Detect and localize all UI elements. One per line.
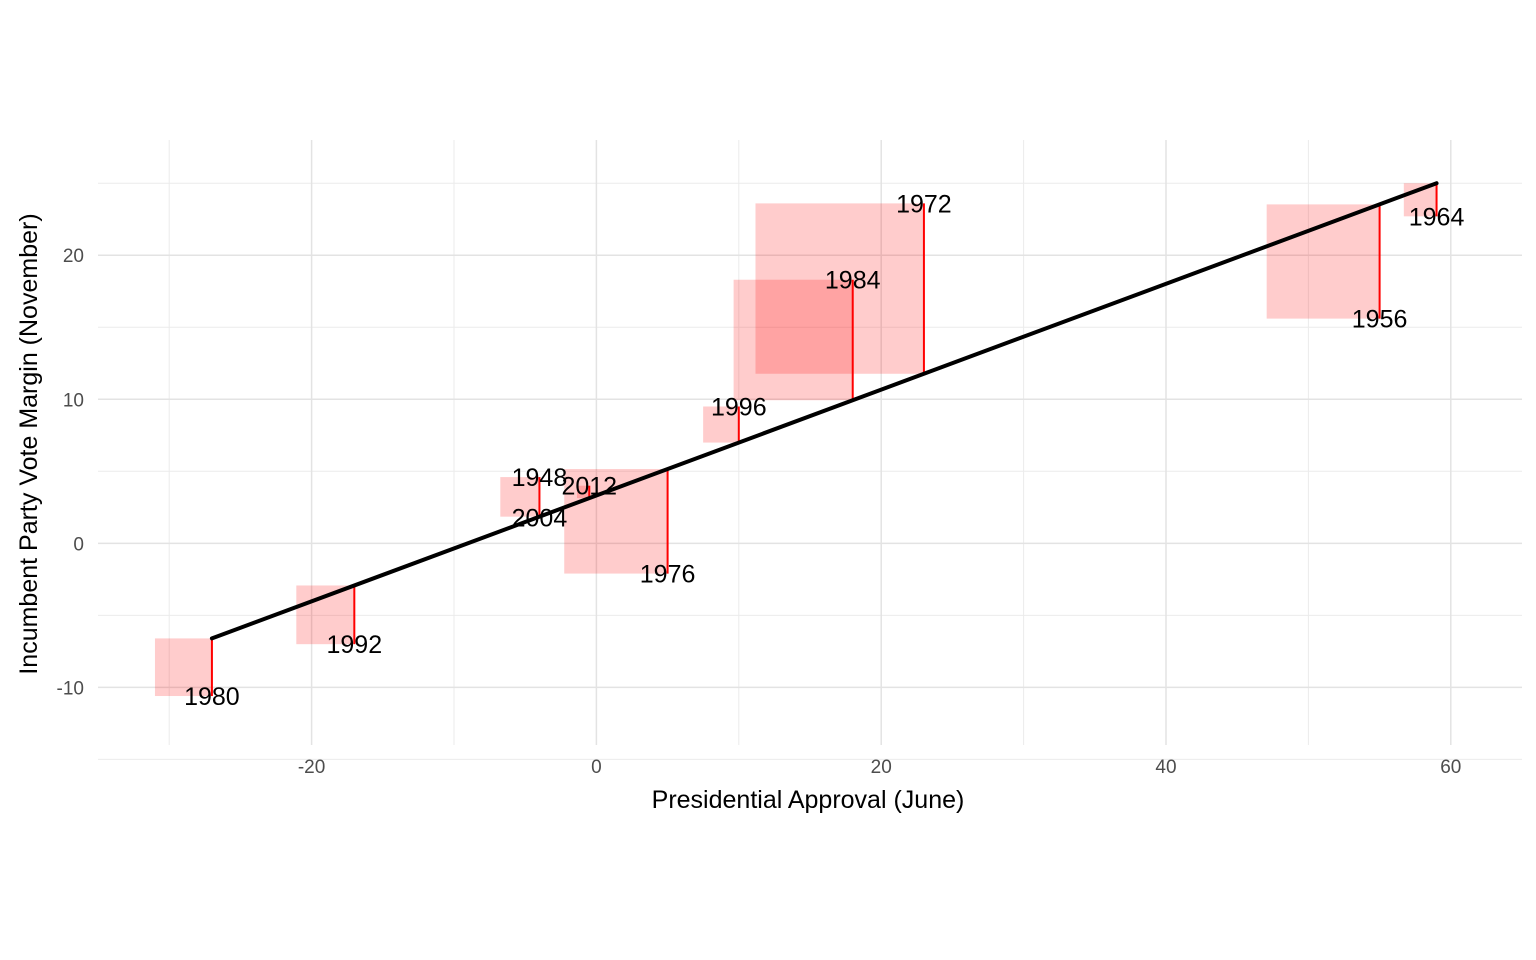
x-tick-labels: -20 0 20 40 60	[298, 757, 1462, 778]
year-label-2012: 2012	[561, 473, 617, 501]
y-axis-title: Incumbent Party Vote Margin (November)	[15, 213, 43, 674]
residual-square-1996	[703, 406, 739, 443]
major-gridlines	[98, 140, 1522, 745]
x-tick-label: 20	[871, 757, 892, 778]
x-tick-label: 0	[591, 757, 602, 778]
residual-square-1984	[733, 279, 853, 401]
x-tick-label: 40	[1155, 757, 1176, 778]
year-label-1992: 1992	[327, 631, 383, 659]
year-label-1984: 1984	[825, 267, 881, 295]
residual-square-1948	[500, 477, 540, 517]
y-tick-label: -10	[57, 678, 84, 699]
residual-square-1956	[1266, 204, 1380, 319]
x-tick-label: -20	[298, 757, 325, 778]
y-tick-labels: -10 0 10 20	[57, 246, 84, 699]
fit-line-layer	[209, 181, 1439, 641]
residual-square-2012	[576, 485, 590, 499]
x-tick-label: 60	[1440, 757, 1461, 778]
residual-square-1972	[755, 203, 924, 374]
year-label-1996: 1996	[711, 393, 767, 421]
year-label-2004: 2004	[512, 504, 568, 532]
year-label-1964: 1964	[1409, 203, 1465, 231]
year-label-1948: 1948	[512, 464, 568, 492]
year-label-1956: 1956	[1352, 306, 1408, 334]
year-label-1980: 1980	[184, 683, 240, 711]
year-labels: 1980 1992 1948 2004 2012 1976 1996 1984 1972 1956…	[184, 190, 1464, 711]
residual-square-1980	[154, 638, 212, 697]
fit-line	[209, 181, 1439, 641]
year-label-1976: 1976	[640, 561, 696, 589]
y-tick-label: 10	[63, 390, 84, 411]
y-tick-label: 0	[73, 534, 84, 555]
year-label-1972: 1972	[896, 190, 952, 218]
y-tick-label: 20	[63, 246, 84, 267]
residual-lines	[210, 183, 1438, 697]
residual-squares	[154, 183, 1437, 697]
x-axis-title: Presidential Approval (June)	[652, 786, 965, 814]
minor-gridlines	[98, 140, 1522, 760]
